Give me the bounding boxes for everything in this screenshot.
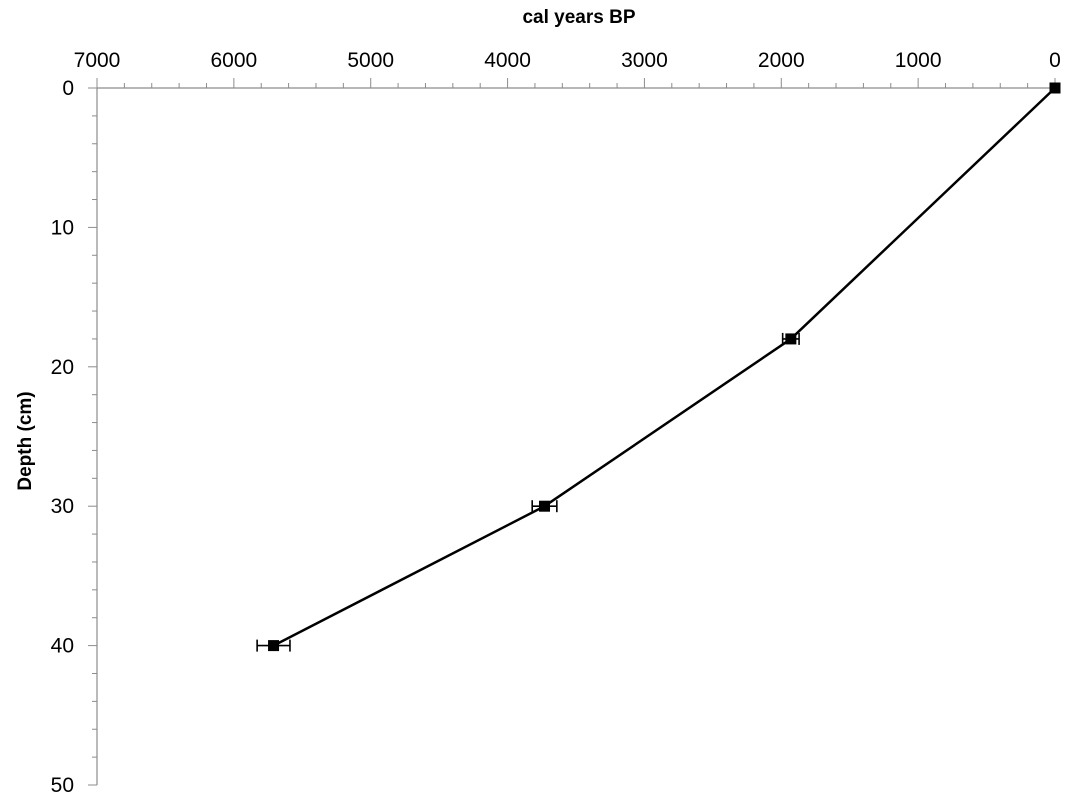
series-layer <box>256 82 1061 652</box>
data-point <box>1049 82 1061 94</box>
x-tick-label: 4000 <box>484 49 531 72</box>
x-tick-label: 5000 <box>347 49 394 72</box>
x-tick-label: 1000 <box>895 49 942 72</box>
x-tick-label: 2000 <box>758 49 805 72</box>
data-point <box>539 500 551 512</box>
x-tick-label: 7000 <box>74 49 121 72</box>
y-tick-label: 10 <box>51 216 74 239</box>
series-line <box>272 87 1056 647</box>
y-tick-label: 20 <box>51 356 74 379</box>
data-point <box>268 640 280 652</box>
y-tick-label: 40 <box>51 635 74 658</box>
x-tick-label: 3000 <box>621 49 668 72</box>
y-tick-label: 30 <box>51 495 74 518</box>
x-tick-label: 6000 <box>210 49 257 72</box>
y-tick-label: 50 <box>51 774 74 797</box>
y-axis: 0 10 20 30 40 50 <box>51 77 98 797</box>
x-axis: 7000 6000 5000 4000 3000 2000 1000 0 <box>74 49 1061 89</box>
x-axis-title: cal years BP <box>522 7 635 28</box>
x-tick-label: 0 <box>1049 49 1061 72</box>
y-tick-label: 0 <box>62 77 74 100</box>
y-axis-title: Depth (cm) <box>15 391 36 490</box>
data-point <box>785 333 797 345</box>
